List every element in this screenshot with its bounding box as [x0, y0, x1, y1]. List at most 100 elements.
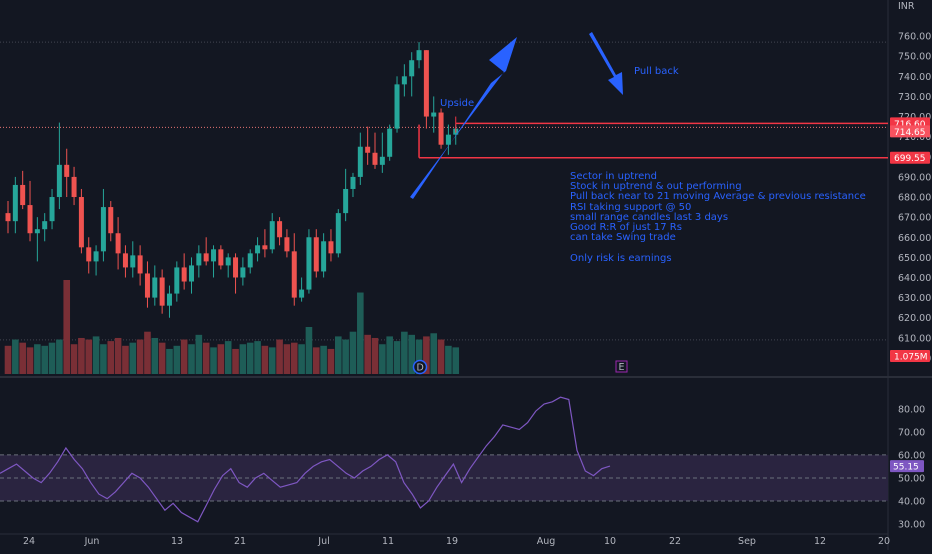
volume-bar — [166, 348, 173, 374]
volume-bar — [254, 341, 261, 374]
volume-bar — [210, 347, 217, 374]
trade-notes: Sector in uptrend Stock in uptrend & out … — [570, 171, 866, 264]
candle-body — [350, 176, 356, 189]
volume-bar — [12, 339, 19, 374]
volume-bar — [415, 339, 423, 374]
candle-body — [438, 112, 444, 145]
volume-bar — [423, 336, 430, 374]
volume-bar — [298, 344, 305, 374]
volume-bar — [430, 333, 438, 374]
note-line: RSI taking support @ 50 — [570, 201, 692, 213]
dividend-marker-icon — [412, 359, 428, 375]
dividend-marker-label: D — [417, 363, 424, 374]
candle-body — [299, 289, 305, 298]
price-tick-label: 610.00 — [898, 333, 931, 344]
volume-bar — [136, 339, 144, 374]
candle-body — [255, 245, 261, 254]
volume-bar — [246, 342, 254, 374]
volume-bar — [122, 345, 129, 374]
rsi-tick-label: 80.00 — [898, 404, 925, 415]
volume-bar — [268, 347, 276, 374]
candle-body — [328, 241, 334, 254]
volume-bar — [144, 331, 151, 374]
price-tick-label: 620.00 — [898, 313, 931, 324]
volume-bar — [327, 348, 335, 374]
candle-body — [343, 188, 349, 214]
last-price-badge — [890, 125, 930, 138]
candle-body — [100, 207, 106, 252]
price-tick-label: 670.00 — [898, 213, 931, 224]
candle-body — [379, 156, 385, 165]
candle-body — [64, 164, 70, 177]
pullback-arrow-icon — [589, 32, 623, 95]
volume-bar — [393, 341, 401, 374]
candle-body — [203, 253, 209, 262]
candle-body — [365, 146, 371, 153]
candle-body — [357, 146, 363, 177]
candle-body — [71, 176, 77, 198]
candle-body — [445, 134, 451, 145]
volume-bar — [151, 337, 159, 374]
candle-body — [394, 84, 400, 129]
price-tick-label: 660.00 — [898, 233, 931, 244]
candle-body — [431, 112, 437, 117]
time-tick-label: 22 — [669, 536, 681, 547]
candle-body — [144, 273, 150, 298]
volume-bar — [195, 334, 203, 374]
time-tick-label: Aug — [537, 536, 556, 547]
candle-body — [313, 237, 319, 272]
volume-bar — [386, 336, 393, 374]
candle-body — [115, 233, 121, 254]
price-line-label: 699.55 — [894, 154, 926, 164]
volume-bar — [129, 342, 137, 374]
candle-body — [189, 265, 194, 282]
candle-body — [5, 213, 11, 222]
currency-label: INR — [898, 1, 915, 12]
volume-bar — [364, 334, 371, 374]
candle-body — [12, 184, 18, 222]
candle-body — [93, 251, 99, 262]
candle-body — [269, 221, 275, 250]
rsi-panel — [0, 396, 888, 523]
volume-bar — [19, 342, 26, 374]
earnings-marker-label: E — [619, 362, 625, 373]
price-lines — [418, 116, 888, 159]
volume-bar — [4, 345, 12, 374]
candle-body — [56, 164, 62, 198]
candle-body — [321, 241, 327, 272]
volume-bar — [56, 339, 63, 374]
time-tick-label: 21 — [234, 536, 246, 547]
price-tick-label: 710.00 — [898, 132, 931, 143]
note-line: Stock in uptrend & out performing — [570, 181, 742, 193]
rsi-tick-label: 40.00 — [898, 497, 925, 508]
volume-bar — [70, 344, 78, 374]
price-line-badge — [890, 151, 930, 164]
volume-bar — [180, 339, 188, 374]
time-tick-label: 19 — [446, 536, 458, 547]
time-tick-label: 12 — [814, 536, 826, 547]
rsi-tick-label: 60.00 — [898, 450, 925, 461]
volume-bar — [371, 337, 379, 374]
candle-body — [130, 255, 136, 268]
volume-bar — [85, 339, 93, 374]
volume-bar — [290, 342, 298, 374]
volume-bar — [349, 331, 357, 374]
candle-body — [284, 237, 290, 252]
volume-bar — [232, 348, 239, 374]
volume-bars — [4, 280, 460, 374]
time-tick-label: Jun — [84, 536, 100, 547]
candle-body — [335, 213, 341, 254]
candle-body — [225, 257, 231, 266]
candle-body — [152, 277, 158, 298]
volume-bar — [437, 339, 445, 374]
volume-bar — [342, 339, 349, 374]
volume-bar — [100, 344, 107, 374]
candle-body — [416, 50, 422, 61]
rsi-value-badge — [890, 460, 924, 473]
axes: 600.00610.00620.00630.00640.00650.00660.… — [23, 1, 931, 547]
candle-body — [218, 249, 224, 266]
note-line — [570, 243, 866, 253]
annotation-arrows — [410, 32, 623, 199]
last-price-label: 714.65 — [894, 128, 926, 138]
